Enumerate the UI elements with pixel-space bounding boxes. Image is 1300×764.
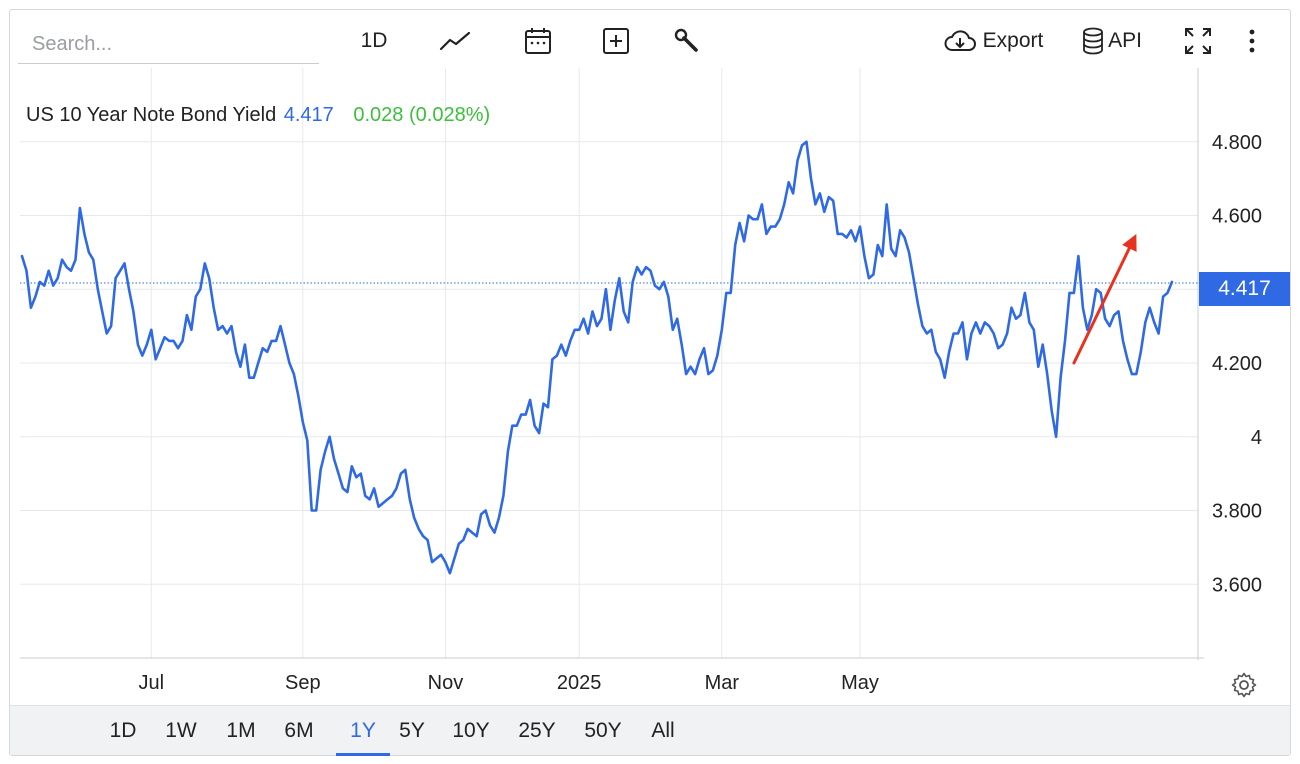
x-tick-label: Jul bbox=[138, 672, 164, 694]
chart-legend: US 10 Year Note Bond Yield 4.417 0.028 (… bbox=[26, 104, 490, 127]
search-box bbox=[18, 24, 319, 64]
chart-container bbox=[9, 9, 1291, 756]
x-tick-label: Sep bbox=[285, 672, 321, 694]
range-button-25y[interactable]: 25Y bbox=[514, 706, 560, 756]
legend-last-value: 4.417 bbox=[283, 104, 334, 126]
y-tick-label: 4.800 bbox=[1212, 132, 1262, 154]
legend-series-name: US 10 Year Note Bond Yield bbox=[26, 104, 277, 126]
annotation-arrowhead bbox=[1122, 233, 1137, 252]
range-button-label: 10Y bbox=[452, 719, 490, 742]
plus-square-icon[interactable] bbox=[598, 22, 634, 60]
calendar-icon[interactable] bbox=[520, 22, 556, 60]
range-button-all[interactable]: All bbox=[646, 706, 680, 756]
y-tick-label: 3.800 bbox=[1212, 501, 1262, 523]
range-button-6m[interactable]: 6M bbox=[278, 706, 320, 756]
line-chart-icon[interactable] bbox=[436, 22, 474, 60]
wrench-icon[interactable] bbox=[668, 22, 704, 60]
y-tick-label: 4.600 bbox=[1212, 206, 1262, 228]
legend-change: 0.028 (0.028%) bbox=[353, 104, 491, 126]
api-label: API bbox=[1108, 29, 1142, 52]
range-selector: 1D 1W 1M 6M 1Y 5Y 10Y 25Y 50Y All bbox=[10, 705, 1290, 756]
annotation-arrow bbox=[1072, 240, 1134, 365]
range-button-label: 5Y bbox=[399, 719, 425, 742]
gear-icon[interactable] bbox=[1230, 671, 1258, 699]
x-tick-label: May bbox=[841, 672, 879, 694]
y-tick-label: 4 bbox=[1251, 427, 1262, 449]
range-button-10y[interactable]: 10Y bbox=[448, 706, 494, 756]
x-tick-label: 2025 bbox=[557, 672, 602, 694]
last-value-tag: 4.417 bbox=[1199, 272, 1290, 306]
x-tick-label: Nov bbox=[428, 672, 464, 694]
y-tick-label: 4.200 bbox=[1212, 353, 1262, 375]
range-button-1y[interactable]: 1Y bbox=[336, 706, 390, 756]
range-button-1d[interactable]: 1D bbox=[106, 706, 140, 756]
export-label: Export bbox=[982, 29, 1044, 52]
range-button-5y[interactable]: 5Y bbox=[394, 706, 430, 756]
search-input[interactable] bbox=[32, 30, 302, 58]
export-button[interactable]: Export bbox=[938, 22, 1048, 60]
active-range-underline bbox=[336, 753, 390, 756]
y-tick-label: 3.600 bbox=[1212, 574, 1262, 596]
range-button-label: All bbox=[651, 719, 675, 742]
database-icon bbox=[1082, 27, 1104, 55]
range-button-label: 25Y bbox=[518, 719, 556, 742]
range-button-label: 1D bbox=[109, 719, 137, 742]
range-button-1m[interactable]: 1M bbox=[220, 706, 262, 756]
range-button-1w[interactable]: 1W bbox=[160, 706, 202, 756]
range-button-label: 6M bbox=[284, 719, 314, 742]
range-button-label: 1Y bbox=[350, 719, 376, 742]
interval-button[interactable]: 1D bbox=[360, 29, 388, 52]
range-button-50y[interactable]: 50Y bbox=[580, 706, 626, 756]
cloud-download-icon bbox=[943, 29, 977, 53]
fullscreen-icon[interactable] bbox=[1180, 22, 1216, 60]
yield-line bbox=[20, 140, 1174, 575]
more-vertical-icon[interactable] bbox=[1240, 22, 1264, 60]
api-button[interactable]: API bbox=[1078, 22, 1146, 60]
range-button-label: 1W bbox=[165, 719, 197, 742]
range-button-label: 50Y bbox=[584, 719, 622, 742]
range-button-label: 1M bbox=[226, 719, 256, 742]
x-tick-label: Mar bbox=[705, 672, 740, 694]
